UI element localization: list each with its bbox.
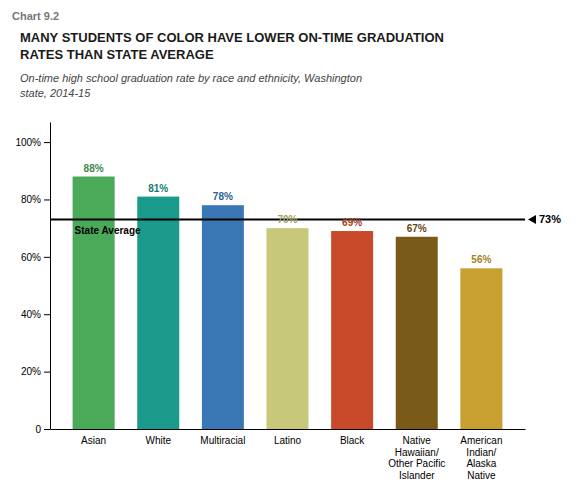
y-tick-mark [44,314,50,315]
bar [137,197,179,429]
y-tick: 80% [21,194,50,205]
text-line: state, 2014-15 [20,87,91,99]
bar [331,231,373,429]
bar [202,205,244,429]
x-tick: NativeHawaiian/Other PacificIslander [388,435,445,481]
x-axis: AsianWhiteMultiracialLatinoBlackNativeHa… [51,430,526,481]
plot: 0 20% 40% 60% 80% 100% Asian White Multiracial La… [15,123,561,481]
data-label: 78% [213,191,233,202]
x-tick-label: Multiracial [200,435,245,446]
y-axis-line [50,123,51,430]
data-labels: 88% 81% 78% 70% 69% 67% 56% [84,163,492,266]
reference-value-label: 73% [539,213,561,225]
y-tick-mark [44,372,50,373]
y-tick-label: 80% [21,194,41,205]
title: MANY STUDENTS OF COLOR HAVE LOWER ON-TIM… [20,30,444,62]
y-tick-mark [44,429,50,430]
data-label: 56% [471,254,491,265]
bar [266,228,308,429]
x-tick-label-line: Hawaiian/ [395,447,439,458]
y-tick: 0 [35,424,50,435]
x-tick: Black [340,435,365,446]
bar [460,268,502,429]
y-tick: 20% [21,366,50,377]
y-tick-label: 20% [21,366,41,377]
x-tick: AmericanIndian/AlaskaNative [460,435,502,481]
y-tick: 100% [15,137,50,148]
y-tick-label: 100% [15,137,41,148]
y-tick: 60% [21,252,50,263]
y-tick-mark [44,142,50,143]
x-tick-label: White [145,435,171,446]
data-label: 88% [84,163,104,174]
bar [73,177,115,429]
x-tick-label: Latino [274,435,302,446]
text-line: On-time high school graduation rate by r… [20,72,362,84]
x-tick: Latino [274,435,302,446]
reference-arrow [528,215,536,224]
y-tick-label: 0 [35,424,41,435]
chart-svg: Chart 9.2 MANY STUDENTS OF COLOR HAVE LOW… [0,0,575,495]
text-line: MANY STUDENTS OF COLOR HAVE LOWER ON-TIM… [20,30,444,45]
x-tick-label: AmericanIndian/AlaskaNative [460,435,502,481]
x-tick-label: Asian [81,435,106,446]
marks [50,177,525,429]
x-tick-label-line: Other Pacific [388,458,445,469]
x-tick: Multiracial [200,435,245,446]
x-tick-label-line: Islander [399,470,435,481]
chart-label: Chart 9.2 [12,10,59,22]
bar [396,237,438,429]
text-line: RATES THAN STATE AVERAGE [20,47,214,62]
data-label: 67% [407,223,427,234]
y-tick-label: 60% [21,252,41,263]
x-tick-label-line: Latino [274,435,302,446]
x-tick-label-line: Indian/ [466,447,496,458]
reference-annotations: 73% State Average [75,213,562,235]
data-label: 81% [148,183,168,194]
y-tick-mark [44,257,50,258]
y-tick-label: 40% [21,309,41,320]
x-tick-label-line: Black [340,435,365,446]
x-tick: White [145,435,171,446]
data-label: 70% [277,214,297,225]
x-tick-label-line: Native [467,470,496,481]
x-tick-label-line: Alaska [466,458,496,469]
x-tick-label: NativeHawaiian/Other PacificIslander [388,435,445,481]
x-axis-line [51,429,526,430]
reference-label: State Average [75,225,141,236]
x-tick-label-line: Native [403,435,432,446]
x-tick-label-line: Multiracial [200,435,245,446]
x-tick-label: Black [340,435,365,446]
y-axis: 0 20% 40% 60% 80% 100% [15,123,50,435]
y-tick: 40% [21,309,50,320]
subtitle: On-time high school graduation rate by r… [20,72,362,99]
x-tick: Asian [81,435,106,446]
x-tick-label-line: Asian [81,435,106,446]
x-tick-label-line: White [145,435,171,446]
y-tick-mark [44,199,50,200]
x-tick-label-line: American [460,435,502,446]
data-label: 69% [342,217,362,228]
